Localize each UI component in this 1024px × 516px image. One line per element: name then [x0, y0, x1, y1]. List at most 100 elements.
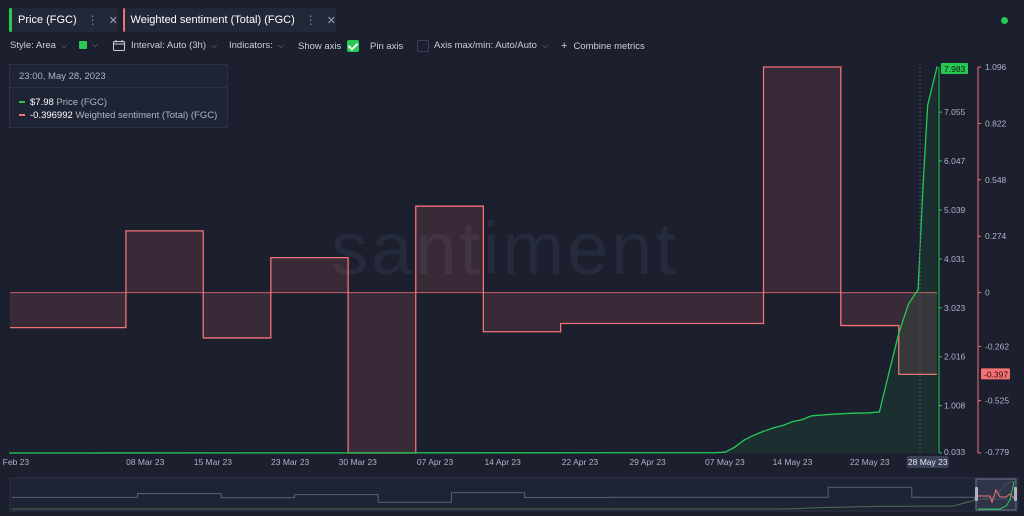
chevron-down-icon: ⌵: [60, 40, 68, 50]
price-last-value-badge: [941, 63, 968, 74]
chart-axes: 0.033 1.008 2.016 3.023 4.031 5.039 6.047 7.055…: [0, 62, 1010, 468]
x-tick-label: 14 Apr 23: [484, 457, 521, 467]
navigator-sentiment-line: [12, 486, 1016, 503]
price-point: [811, 414, 813, 417]
x-cursor-badge: [906, 456, 949, 468]
price-point: [897, 332, 900, 335]
sentiment-tick-label: -0.262: [985, 342, 1009, 352]
plus-icon: +: [561, 40, 568, 52]
indicators-dropdown[interactable]: Indicators: ⌵: [229, 40, 284, 51]
price-point: [801, 418, 803, 421]
chart-tooltip: 23:00, May 28, 2023 $7.98 Price (FGC) -0…: [9, 64, 228, 128]
tooltip-row-sentiment: -0.396992 Weighted sentiment (Total) (FG…: [19, 110, 217, 121]
metric-tab-bar: Price (FGC) ⋮ ✕ Weighted sentiment (Tota…: [0, 0, 1024, 38]
more-icon[interactable]: ⋮: [86, 13, 99, 27]
x-tick-label: 30 Mar 23: [339, 457, 378, 467]
sentiment-tick-label: 0: [985, 288, 990, 298]
x-tick-label: 07 Apr 23: [417, 457, 454, 467]
x-tick-label: 22 Feb 23: [0, 457, 29, 467]
close-icon[interactable]: ✕: [326, 14, 336, 27]
tooltip-value: $7.98: [30, 97, 54, 108]
tooltip-metric-name: Weighted sentiment (Total) (FGC): [75, 110, 218, 121]
price-tick-label: 1.008: [944, 401, 966, 411]
sentiment-tick-label: 0.822: [985, 118, 1007, 128]
legend-line-icon: [19, 101, 25, 104]
price-point: [878, 411, 881, 413]
price-point: [917, 288, 919, 291]
price-point: [772, 427, 774, 429]
price-point: [724, 451, 726, 453]
pin-axis-toggle[interactable]: Pin axis: [370, 40, 430, 52]
tab-color-bar: [123, 8, 125, 32]
chevron-down-icon: ⌵: [210, 40, 218, 50]
sentiment-tick-label: -0.779: [985, 447, 1009, 457]
chart-toolbar: Style: Area ⌵ ⌵ Interval: Auto (3h) ⌵ Indi…: [0, 40, 1024, 56]
calendar-icon: [113, 40, 125, 51]
price-point: [9, 452, 11, 454]
legend-line-icon: [19, 114, 25, 117]
sentiment-tick-label: -0.525: [985, 396, 1009, 406]
range-navigator[interactable]: [9, 477, 1019, 512]
tab-label: Weighted sentiment (Total) (FGC): [130, 14, 295, 26]
price-point: [791, 420, 794, 423]
x-tick-label: 23 Mar 23: [271, 457, 310, 467]
x-tick-label: 28 May 23: [908, 457, 948, 467]
price-point: [753, 434, 755, 436]
navigator-sentiment-highlight: [978, 488, 1015, 504]
price-point: [849, 412, 852, 415]
tab-sentiment[interactable]: Weighted sentiment (Total) (FGC) ⋮ ✕: [123, 8, 336, 32]
price-tick-label: 5.039: [944, 205, 966, 215]
price-tick-label: 0.033: [944, 447, 966, 457]
price-point: [888, 371, 890, 373]
tooltip-metric-name: Price (FGC): [56, 97, 108, 108]
price-point: [936, 66, 938, 68]
close-icon[interactable]: ✕: [108, 14, 118, 27]
price-point: [762, 430, 765, 433]
navigator-frame: [9, 477, 1019, 512]
show-axis-toggle[interactable]: Show axis: [298, 40, 360, 52]
price-tick-label: 7.055: [944, 107, 966, 117]
checkbox-empty-icon[interactable]: [417, 40, 430, 52]
navigator-handle-left[interactable]: [975, 487, 978, 501]
color-swatch-icon: [79, 41, 87, 49]
price-tick-label: 6.047: [944, 156, 966, 166]
sentiment-tick-label: 0.548: [985, 175, 1007, 185]
x-tick-label: 22 Apr 23: [562, 457, 599, 467]
price-tick-label: 2.016: [944, 352, 966, 362]
price-tick-label: 3.023: [944, 303, 966, 313]
color-picker[interactable]: ⌵: [79, 40, 98, 50]
interval-dropdown[interactable]: Interval: Auto (3h) ⌵: [113, 40, 217, 51]
combine-metrics-button[interactable]: + Combine metrics: [561, 40, 645, 52]
tab-price[interactable]: Price (FGC) ⋮ ✕: [9, 8, 118, 32]
axis-maxmin-dropdown[interactable]: Axis max/min: Auto/Auto ⌵: [434, 40, 548, 51]
sentiment-tick-label: 1.096: [985, 62, 1007, 72]
price-point: [743, 439, 745, 441]
show-axis-label: Show axis: [298, 40, 342, 52]
style-label: Style: Area: [10, 40, 56, 51]
chevron-down-icon: ⌵: [541, 40, 549, 50]
x-tick-label: 08 Mar 23: [126, 457, 165, 467]
navigator-handle-right[interactable]: [1014, 487, 1017, 501]
x-tick-label: 22 May 23: [850, 457, 890, 467]
interval-label: Interval: Auto (3h): [131, 40, 206, 51]
style-dropdown[interactable]: Style: Area ⌵: [10, 40, 67, 51]
combine-label: Combine metrics: [573, 40, 645, 52]
more-icon[interactable]: ⋮: [304, 13, 317, 27]
chart-plot-area: [9, 66, 938, 454]
chevron-down-icon: ⌵: [92, 40, 99, 49]
indicators-label: Indicators:: [229, 40, 273, 51]
price-point: [714, 451, 717, 454]
sentiment-last-value-label: -0.397: [984, 369, 1008, 379]
checkbox-checked-icon[interactable]: [347, 40, 360, 52]
x-tick-label: 14 May 23: [773, 457, 813, 467]
price-point: [733, 446, 736, 449]
axis-maxmin-label: Axis max/min: Auto/Auto: [434, 40, 537, 51]
sentiment-area-fill: [10, 67, 937, 453]
price-point: [922, 186, 924, 189]
price-point: [907, 303, 910, 305]
price-last-value-label: 7.983: [944, 64, 966, 74]
chevron-down-icon: ⌵: [277, 40, 284, 50]
tab-color-bar: [9, 8, 12, 32]
tab-label: Price (FGC): [18, 14, 77, 26]
